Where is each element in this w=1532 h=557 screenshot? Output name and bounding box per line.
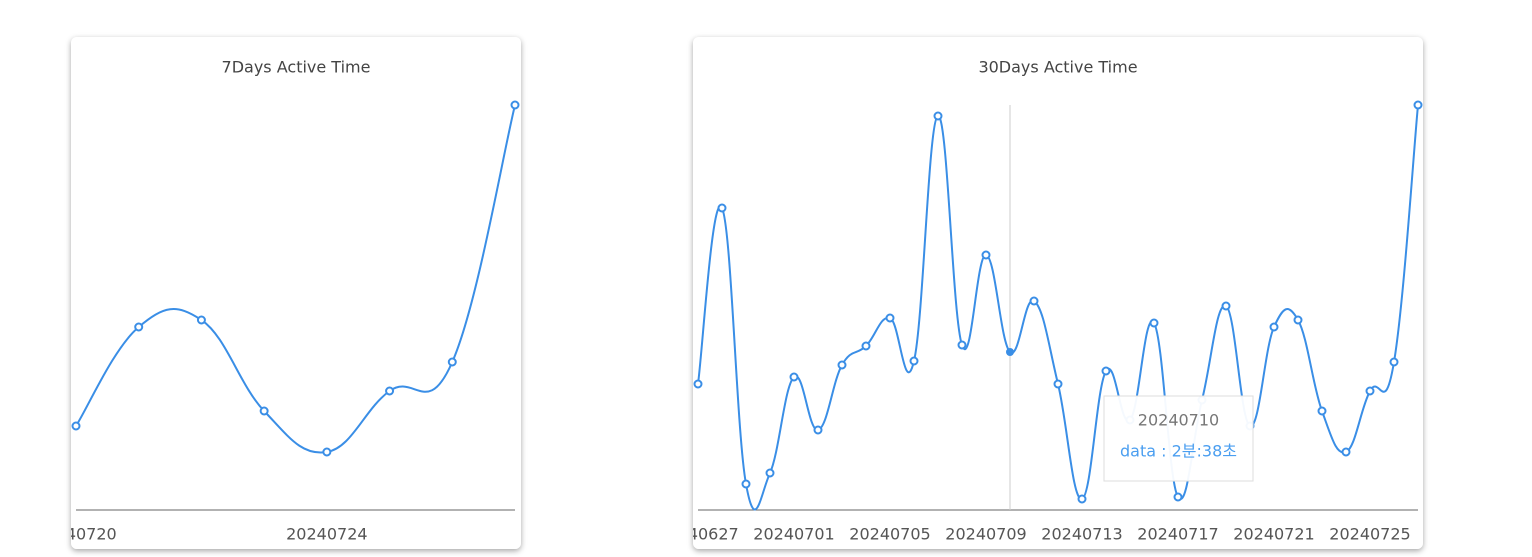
line-series <box>75 104 516 454</box>
data-point <box>1077 494 1087 504</box>
x-tick-label: 20240705 <box>849 525 930 544</box>
data-point <box>909 356 919 366</box>
data-point <box>885 313 895 323</box>
data-point <box>693 379 703 389</box>
data-point <box>1101 366 1111 376</box>
data-point <box>813 425 823 435</box>
x-tick-label: 20240721 <box>1233 525 1314 544</box>
data-point <box>1149 318 1159 328</box>
x-tick-label: 20240725 <box>1329 525 1410 544</box>
data-point <box>861 341 871 351</box>
data-point <box>71 421 81 431</box>
data-point <box>1413 100 1423 110</box>
x-tick-label: 20240724 <box>286 525 367 544</box>
x-tick-label: 20240717 <box>1137 525 1218 544</box>
x-tick-label: 20240627 <box>657 525 738 544</box>
x-tick-label: 20240701 <box>753 525 834 544</box>
data-point <box>789 372 799 382</box>
data-point <box>1029 296 1039 306</box>
data-point <box>134 322 144 332</box>
data-point <box>1389 357 1399 367</box>
data-point <box>1053 379 1063 389</box>
data-point <box>259 406 269 416</box>
tooltip <box>1103 395 1254 482</box>
data-point <box>957 340 967 350</box>
data-point <box>1269 322 1279 332</box>
data-point <box>385 386 395 396</box>
data-point <box>1173 492 1183 502</box>
chart: 30Days Active Time 20240627 20240701 202407… <box>657 58 1423 544</box>
data-point <box>717 203 727 213</box>
data-point <box>1293 315 1303 325</box>
data-point <box>981 250 991 260</box>
data-point <box>1221 301 1231 311</box>
data-point <box>765 468 775 478</box>
data-point <box>1317 406 1327 416</box>
data-point <box>1006 348 1014 356</box>
x-tick-label: 20240720 <box>35 525 116 544</box>
chart-title: 30Days Active Time <box>978 58 1137 77</box>
line-series <box>697 104 1419 511</box>
x-tick-label: 20240709 <box>945 525 1026 544</box>
chart-title: 7Days Active Time <box>222 58 371 77</box>
data-point <box>196 315 206 325</box>
x-tick-label: 20240713 <box>1041 525 1122 544</box>
chart: 7Days Active Time 20240720 20240724 <box>35 58 520 544</box>
data-point <box>1365 386 1375 396</box>
data-point <box>1341 447 1351 457</box>
data-point <box>933 111 943 121</box>
card <box>71 37 521 549</box>
card <box>693 37 1423 549</box>
tooltip-text: data : 2분:38초 <box>1120 442 1237 461</box>
data-point <box>447 357 457 367</box>
tooltip-title: 20240710 <box>1138 411 1219 430</box>
data-point <box>510 100 520 110</box>
data-point <box>322 447 332 457</box>
data-point <box>837 360 847 370</box>
data-point <box>741 479 751 489</box>
